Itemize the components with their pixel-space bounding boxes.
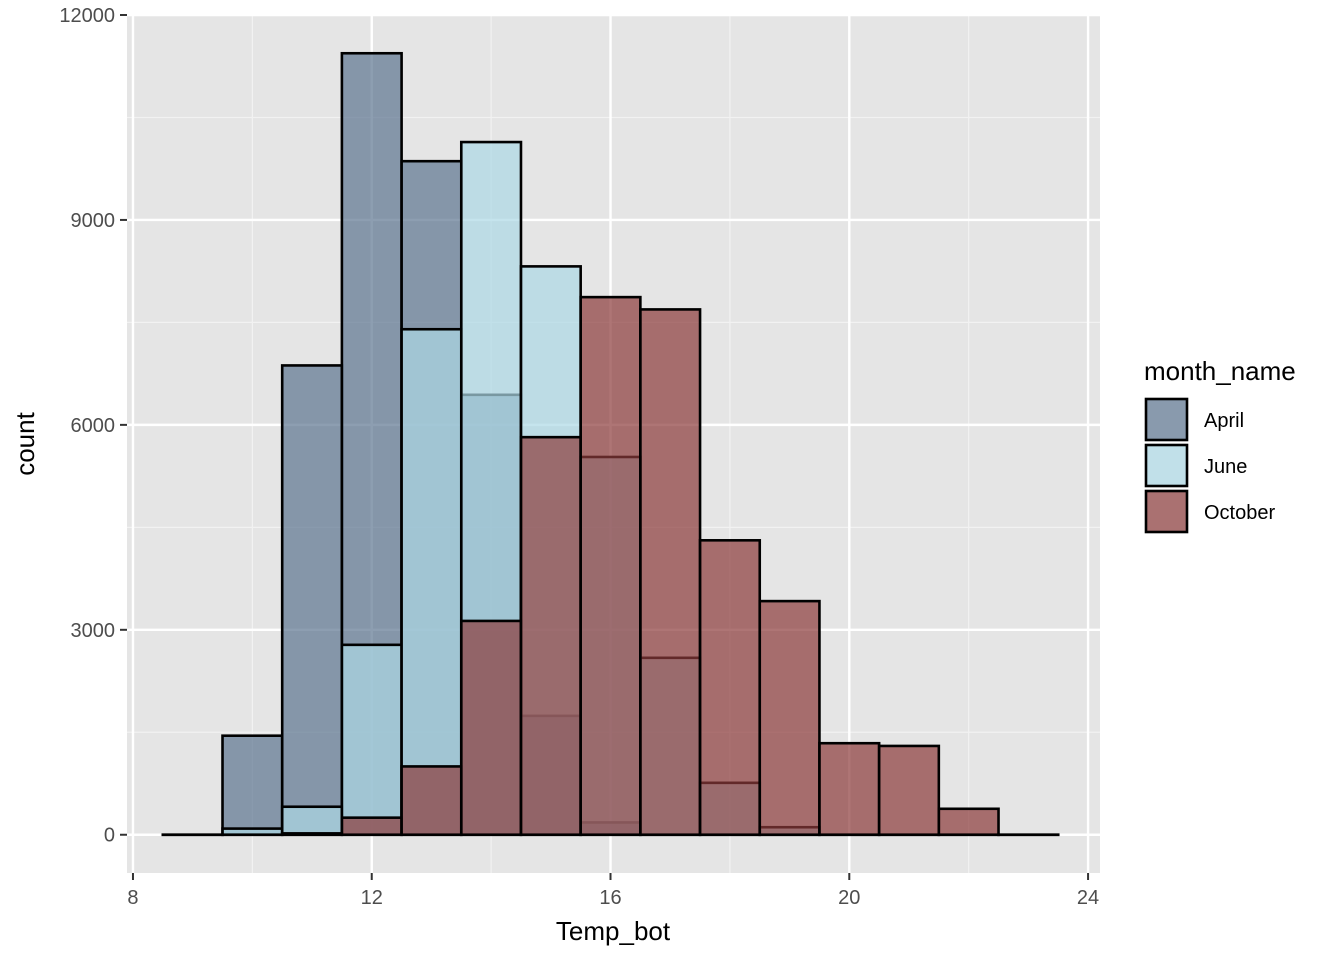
legend-item-april: April — [1145, 398, 1244, 441]
legend-label: October — [1204, 502, 1275, 524]
legend-label: April — [1204, 410, 1244, 432]
legend-title: month_name — [1144, 356, 1296, 386]
bar-october — [461, 621, 521, 835]
bar-october — [282, 833, 342, 834]
y-tick-label: 12000 — [59, 5, 115, 27]
legend-item-june: June — [1145, 444, 1247, 487]
legend: month_name April June October — [1144, 356, 1296, 533]
x-tick-label: 16 — [599, 887, 621, 909]
bar-june — [282, 807, 342, 835]
x-tick-label: 20 — [838, 887, 860, 909]
x-tick-label: 24 — [1077, 887, 1099, 909]
x-axis-title: Temp_bot — [556, 916, 671, 946]
bar-october — [640, 309, 700, 834]
bar-october — [700, 540, 760, 834]
bar-october — [342, 818, 402, 835]
bar-april — [223, 736, 283, 835]
y-tick-label: 9000 — [71, 210, 116, 232]
bar-october — [939, 809, 999, 835]
bar-june — [402, 329, 462, 835]
x-tick-label: 8 — [127, 887, 138, 909]
bar-october — [760, 601, 820, 835]
legend-swatch — [1146, 445, 1187, 486]
legend-swatch — [1146, 491, 1187, 532]
bar-october — [521, 437, 581, 835]
bar-october — [879, 746, 939, 835]
y-tick-label: 0 — [104, 825, 115, 847]
y-tick-label: 6000 — [71, 415, 116, 437]
bar-june — [342, 645, 402, 835]
y-axis-title: count — [10, 411, 40, 475]
legend-swatch — [1146, 399, 1187, 440]
bar-april — [282, 365, 342, 834]
x-tick-label: 12 — [361, 887, 383, 909]
bar-october — [819, 743, 879, 835]
y-tick-label: 3000 — [71, 620, 116, 642]
bar-october — [402, 766, 462, 834]
legend-label: June — [1204, 456, 1247, 478]
legend-item-october: October — [1145, 490, 1275, 533]
bar-october — [581, 297, 641, 835]
